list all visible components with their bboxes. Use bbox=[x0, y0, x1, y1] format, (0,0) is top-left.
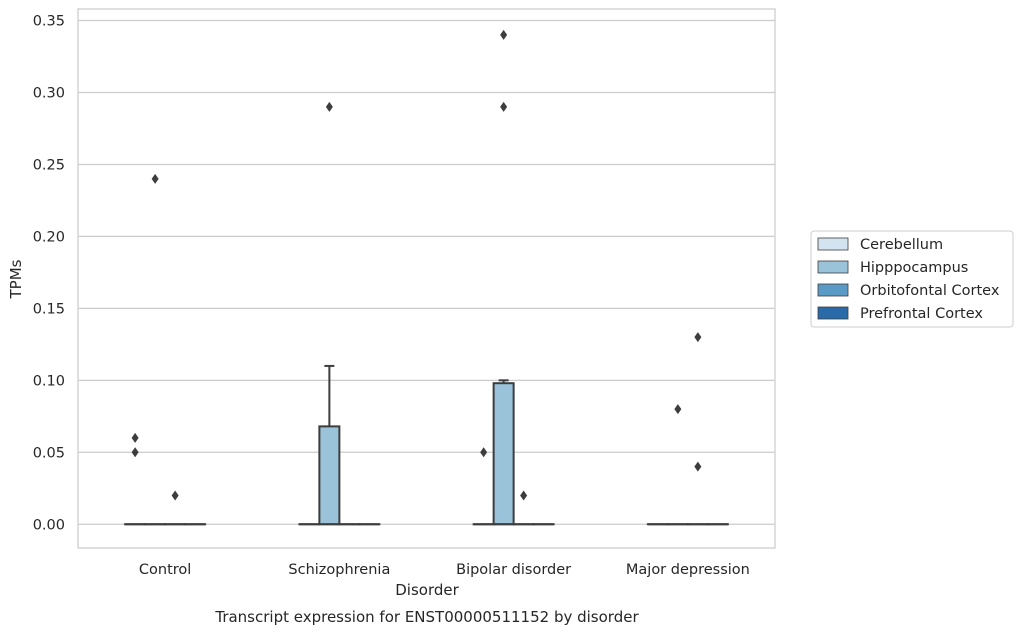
y-tick-label: 0.00 bbox=[33, 517, 65, 533]
legend-frame bbox=[810, 230, 1014, 328]
outlier-point bbox=[151, 173, 159, 184]
y-tick-label: 0.25 bbox=[33, 157, 65, 173]
legend-label: Hipppocampus bbox=[860, 260, 968, 276]
legend-label: Orbitofontal Cortex bbox=[860, 283, 1000, 299]
outlier-point bbox=[500, 101, 508, 112]
y-gridlines bbox=[78, 19, 775, 525]
x-tick-label: Bipolar disorder bbox=[456, 562, 571, 578]
y-tick-labels: 0.00 0.05 0.10 0.15 0.20 0.25 0.30 0.35 bbox=[33, 14, 65, 534]
chart-caption: Transcript expression for ENST0000051115… bbox=[214, 608, 639, 626]
plot-area-frame bbox=[77, 8, 776, 549]
outlier-point bbox=[500, 29, 508, 40]
box bbox=[318, 425, 341, 526]
y-tick-label: 0.35 bbox=[33, 14, 65, 30]
y-tick-label: 0.20 bbox=[33, 229, 65, 245]
x-tick-label: Major depression bbox=[626, 562, 750, 578]
legend-swatch bbox=[817, 306, 849, 320]
outlier-point bbox=[131, 432, 139, 443]
x-axis-label: Disorder bbox=[395, 581, 459, 599]
outlier-point bbox=[674, 404, 682, 415]
box bbox=[492, 382, 515, 526]
legend-label: Prefrontal Cortex bbox=[860, 306, 983, 322]
x-tick-label: Schizophrenia bbox=[288, 562, 390, 578]
outlier-point bbox=[694, 461, 702, 472]
outlier-point bbox=[325, 101, 333, 112]
y-tick-label: 0.10 bbox=[33, 373, 65, 389]
y-tick-label: 0.05 bbox=[33, 445, 65, 461]
x-tick-label: Control bbox=[139, 562, 191, 578]
y-tick-label: 0.30 bbox=[33, 85, 65, 101]
outlier-point bbox=[131, 447, 139, 458]
outlier-point bbox=[694, 332, 702, 343]
legend: Cerebellum Hipppocampus Orbitofontal Corte… bbox=[810, 230, 1014, 328]
legend-swatch bbox=[817, 237, 849, 251]
outlier-point bbox=[171, 490, 179, 501]
x-tick-labels: Control Schizophrenia Bipolar disorder Majo… bbox=[139, 562, 750, 578]
outlier-point bbox=[480, 447, 488, 458]
legend-swatch bbox=[817, 283, 849, 297]
y-tick-label: 0.15 bbox=[33, 301, 65, 317]
y-axis-label: TPMs bbox=[7, 259, 25, 299]
box-layer bbox=[124, 29, 729, 526]
outlier-point bbox=[520, 490, 528, 501]
legend-label: Cerebellum bbox=[860, 237, 943, 253]
legend-swatch bbox=[817, 260, 849, 274]
